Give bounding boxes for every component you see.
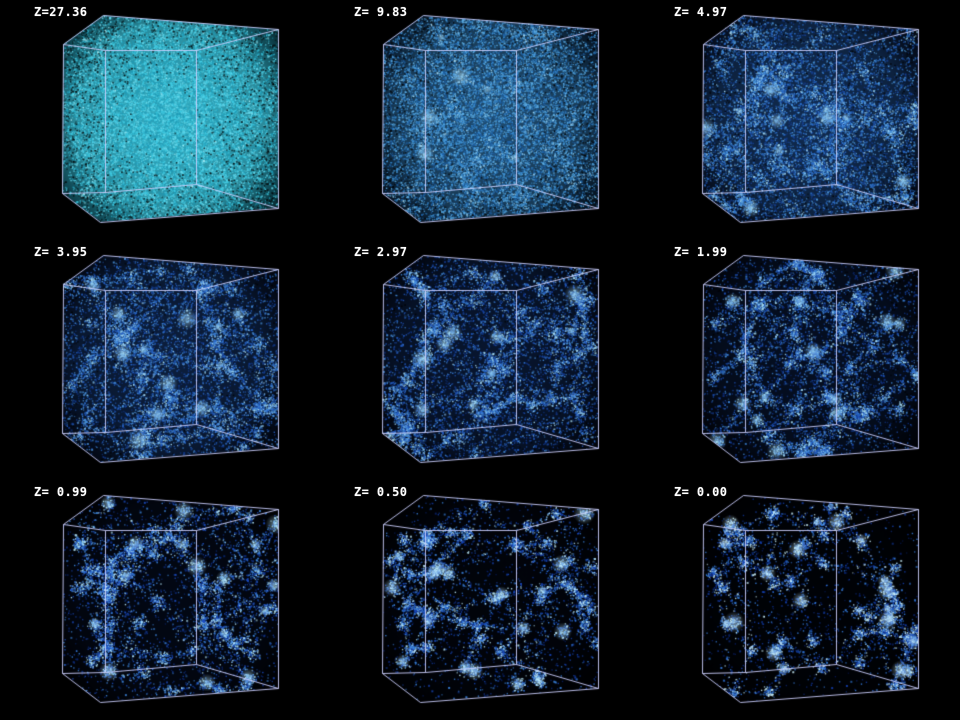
simulation-panel-z1.99: Z= 1.99 — [640, 240, 960, 480]
redshift-label: Z= 4.97 — [674, 5, 728, 19]
particle-cube-canvas — [640, 480, 960, 720]
redshift-label: Z= 3.95 — [34, 245, 88, 259]
particle-cube-canvas — [320, 0, 640, 240]
particle-cube-canvas — [320, 240, 640, 480]
particle-cube-canvas — [640, 0, 960, 240]
redshift-label: Z= 0.50 — [354, 485, 408, 499]
particle-cube-canvas — [0, 480, 320, 720]
simulation-panel-z0.50: Z= 0.50 — [320, 480, 640, 720]
particle-cube-canvas — [320, 480, 640, 720]
simulation-panel-z0.99: Z= 0.99 — [0, 480, 320, 720]
redshift-label: Z= 0.99 — [34, 485, 88, 499]
simulation-panel-z9.83: Z= 9.83 — [320, 0, 640, 240]
simulation-panel-z27.36: Z=27.36 — [0, 0, 320, 240]
simulation-panel-z3.95: Z= 3.95 — [0, 240, 320, 480]
redshift-label: Z= 0.00 — [674, 485, 728, 499]
simulation-panel-z0.00: Z= 0.00 — [640, 480, 960, 720]
redshift-label: Z= 9.83 — [354, 5, 408, 19]
simulation-panel-z4.97: Z= 4.97 — [640, 0, 960, 240]
particle-cube-canvas — [0, 240, 320, 480]
particle-cube-canvas — [0, 0, 320, 240]
simulation-panel-z2.97: Z= 2.97 — [320, 240, 640, 480]
redshift-label: Z= 1.99 — [674, 245, 728, 259]
particle-cube-canvas — [640, 240, 960, 480]
redshift-label: Z= 2.97 — [354, 245, 408, 259]
redshift-label: Z=27.36 — [34, 5, 88, 19]
